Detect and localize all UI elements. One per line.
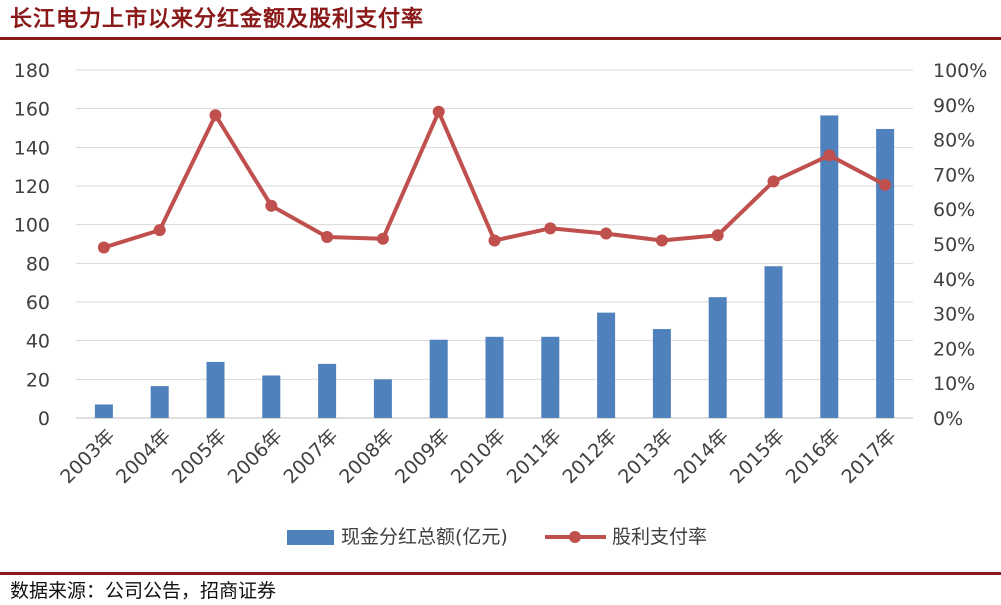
x-tick-label: 2012年: [558, 425, 621, 488]
x-tick-label: 2010年: [447, 425, 510, 488]
right-y-axis: 0% 10% 20% 30% 40% 50% 60% 70% 80% 90% 100%: [933, 60, 987, 430]
x-tick-label: 2005年: [168, 425, 231, 488]
legend-bar-swatch: [287, 530, 334, 545]
bar: [541, 336, 560, 418]
right-tick-label: 30%: [933, 304, 975, 326]
payout-point: [655, 234, 668, 247]
line-series: [97, 105, 892, 254]
x-tick-label: 2014年: [670, 425, 733, 488]
payout-point: [432, 105, 445, 118]
right-tick-label: 20%: [933, 338, 975, 360]
left-tick-label: 20: [26, 369, 50, 391]
payout-point: [209, 109, 222, 122]
chart-title: 长江电力上市以来分红金额及股利支付率: [10, 6, 425, 32]
x-tick-label: 2015年: [726, 425, 789, 488]
legend-bar-label: 现金分红总额(亿元): [341, 526, 508, 548]
payout-point: [265, 199, 278, 212]
x-tick-label: 2017年: [837, 425, 900, 488]
payout-point: [711, 229, 724, 242]
right-tick-label: 80%: [933, 130, 975, 152]
bar: [150, 386, 169, 418]
payout-point: [879, 178, 892, 191]
bar: [373, 379, 392, 418]
payout-point: [376, 232, 389, 245]
right-tick-label: 100%: [933, 60, 987, 82]
bar: [94, 404, 113, 418]
bar: [318, 363, 337, 418]
left-tick-label: 80: [26, 253, 50, 275]
bar: [485, 336, 504, 418]
footer-rule: [0, 572, 1001, 575]
bar: [764, 266, 783, 418]
bar: [876, 128, 895, 418]
bar: [597, 312, 616, 418]
right-tick-label: 50%: [933, 234, 975, 256]
payout-point: [823, 149, 836, 162]
x-tick-label: 2011年: [503, 425, 566, 488]
legend-line-marker: [569, 531, 581, 543]
legend-line-label: 股利支付率: [612, 526, 707, 548]
bar: [429, 339, 448, 418]
left-tick-label: 100: [14, 215, 50, 237]
right-tick-label: 90%: [933, 95, 975, 117]
payout-point: [600, 227, 613, 240]
right-tick-label: 10%: [933, 373, 975, 395]
bar-series: [94, 115, 895, 418]
x-tick-label: 2008年: [335, 425, 398, 488]
legend: 现金分红总额(亿元) 股利支付率: [287, 526, 707, 548]
payout-point: [153, 224, 166, 237]
x-tick-label: 2013年: [614, 425, 677, 488]
right-tick-label: 60%: [933, 199, 975, 221]
x-tick-label: 2009年: [391, 425, 454, 488]
bar: [262, 375, 281, 418]
payout-point: [97, 241, 110, 254]
payout-point: [544, 222, 557, 235]
bar: [708, 297, 727, 418]
payout-point: [321, 231, 334, 244]
right-tick-label: 40%: [933, 269, 975, 291]
right-tick-label: 70%: [933, 164, 975, 186]
payout-point: [767, 175, 780, 188]
right-tick-label: 0%: [933, 408, 963, 430]
left-tick-label: 0: [38, 408, 50, 430]
x-tick-label: 2007年: [279, 425, 342, 488]
bar: [652, 329, 671, 418]
bar: [820, 115, 839, 418]
left-tick-label: 120: [14, 176, 50, 198]
left-tick-label: 160: [14, 99, 50, 121]
x-tick-label: 2003年: [56, 425, 119, 488]
bar: [206, 361, 225, 418]
x-tick-label: 2004年: [112, 425, 175, 488]
left-tick-label: 40: [26, 331, 50, 353]
left-tick-label: 180: [14, 60, 50, 82]
x-tick-label: 2006年: [224, 425, 287, 488]
source-note: 数据来源：公司公告，招商证券: [10, 580, 277, 602]
title-rule: [0, 37, 1001, 40]
x-tick-label: 2016年: [782, 425, 845, 488]
payout-point: [488, 234, 501, 247]
left-y-axis: 0 20 40 60 80 100 120 140 160 180: [14, 60, 50, 430]
x-axis: 2003年2004年2005年2006年2007年2008年2009年2010年…: [56, 425, 900, 488]
left-tick-label: 60: [26, 292, 50, 314]
left-tick-label: 140: [14, 137, 50, 159]
combo-chart: 0 20 40 60 80 100 120 140 160 180 0% 10% 20% 30% 40% 5…: [14, 60, 988, 548]
